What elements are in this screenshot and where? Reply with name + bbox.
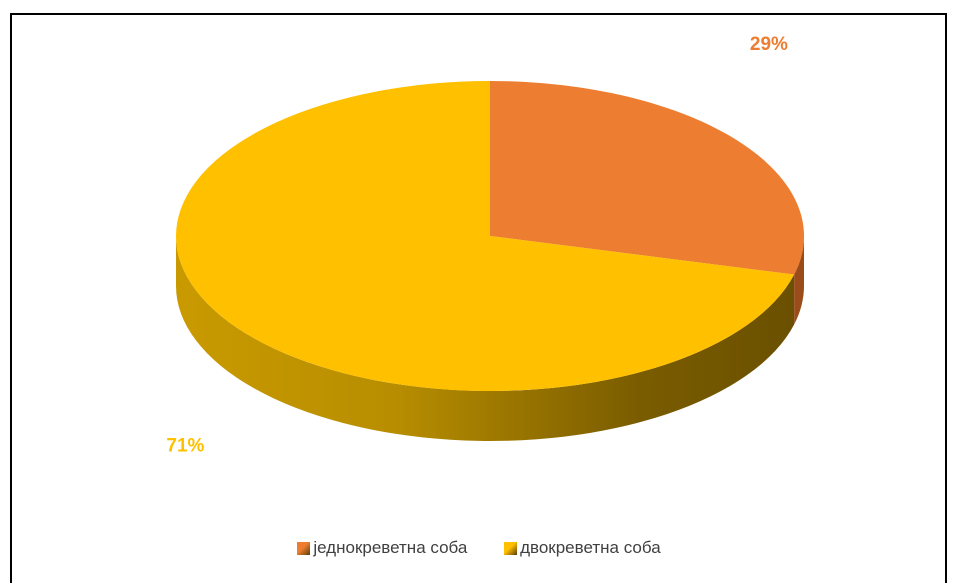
pie-side-wall xyxy=(175,236,795,442)
legend-item-double-room[interactable]: двокреветна соба xyxy=(504,538,661,558)
legend-item-single-room[interactable]: једнокреветна соба xyxy=(297,538,467,558)
legend-label-double-room: двокреветна соба xyxy=(520,538,661,557)
data-label-single-room: 29% xyxy=(750,34,788,55)
legend-swatch-single-room xyxy=(297,541,311,555)
legend-swatch-double-room xyxy=(504,541,518,555)
chart-legend: једнокреветна соба двокреветна соба xyxy=(0,538,958,560)
legend-label-single-room: једнокреветна соба xyxy=(313,538,468,557)
pie-slice-double-room[interactable] xyxy=(176,81,795,391)
pie-side-wall-small xyxy=(794,236,804,325)
data-label-double-room: 71% xyxy=(166,436,204,457)
pie-slice-single-room[interactable] xyxy=(490,81,805,275)
